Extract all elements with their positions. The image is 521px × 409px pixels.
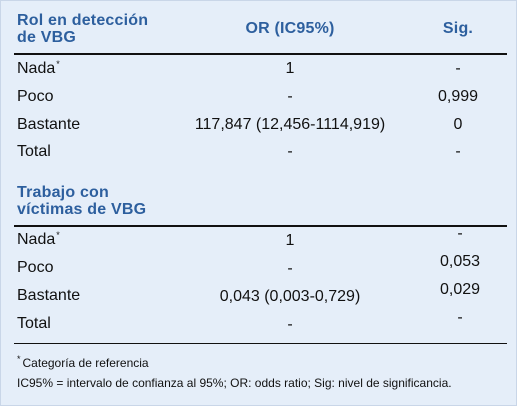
s2-row-nada-or: 1	[285, 232, 295, 249]
s1-row-bastante-label: Bastante	[17, 116, 81, 133]
footnote-abbreviations: IC95% = intervalo de confianza al 95%; O…	[17, 376, 452, 390]
s2-row-total-label: Total	[17, 315, 51, 332]
s2-row-total-sig: -	[457, 309, 463, 326]
section2-rule	[14, 225, 507, 227]
s1-row-nada-label: Nada*	[17, 58, 60, 77]
s2-row-nada-sig: -	[457, 225, 463, 242]
s1-row-bastante-sig: 0	[453, 116, 463, 133]
s1-row-bastante-or: 117,847 (12,456-1114,919)	[194, 116, 386, 133]
s1-row-poco-sig: 0,999	[437, 88, 479, 105]
s1-row-nada-or: 1	[285, 60, 295, 77]
col-header-rol-line2: de VBG	[17, 29, 76, 46]
footnote-reference-category: * Categoría de referencia	[17, 354, 149, 371]
col-header-or: OR (IC95%)	[245, 20, 335, 37]
s1-row-poco-label: Poco	[17, 88, 54, 105]
footer-rule	[14, 343, 507, 344]
col-header-sig: Sig.	[442, 20, 474, 37]
s1-row-total-sig: -	[455, 143, 461, 160]
header-rule	[14, 53, 507, 55]
s2-row-bastante-sig: 0,029	[439, 281, 481, 298]
s2-row-poco-sig: 0,053	[439, 253, 481, 270]
s2-row-nada-label: Nada*	[17, 229, 60, 248]
s2-row-total-or: -	[287, 316, 293, 333]
section2-title-line1: Trabajo con	[17, 184, 109, 201]
s2-row-poco-or: -	[287, 260, 293, 277]
s1-row-poco-or: -	[287, 88, 293, 105]
reference-marker: *	[56, 229, 60, 240]
col-header-rol-line1: Rol en detección	[17, 12, 149, 29]
s1-row-total-label: Total	[17, 143, 51, 160]
reference-marker: *	[56, 58, 60, 69]
s1-row-total-or: -	[287, 143, 293, 160]
s2-row-bastante-or: 0,043 (0,003-0,729)	[219, 288, 361, 305]
s2-row-poco-label: Poco	[17, 259, 54, 276]
section2-title-line2: víctimas de VBG	[17, 201, 147, 218]
s2-row-bastante-label: Bastante	[17, 287, 81, 304]
s1-row-nada-sig: -	[455, 60, 461, 77]
